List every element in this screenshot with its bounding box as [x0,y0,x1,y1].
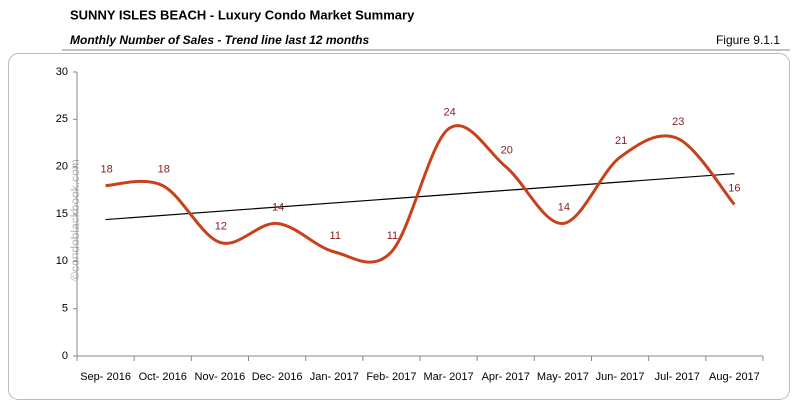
y-tick-label: 5 [62,303,68,315]
data-label: 21 [615,135,627,147]
data-label: 16 [728,182,740,194]
x-tick-label: Mar- 2017 [424,371,474,383]
data-label: 11 [387,230,398,242]
data-line [105,124,736,264]
y-tick-label: 25 [56,113,68,125]
data-label: 14 [558,201,570,213]
x-tick-label: Nov- 2016 [195,371,246,383]
page-title: SUNNY ISLES BEACH - Luxury Condo Market … [70,7,415,22]
x-tick-label: Aug- 2017 [709,371,760,383]
y-tick-label: 10 [56,255,68,267]
y-tick-label: 20 [56,161,68,173]
data-label: 24 [443,107,455,119]
x-tick-label: Jun- 2017 [596,371,645,383]
x-tick-label: Jan- 2017 [310,371,359,383]
y-tick-label: 0 [62,350,68,362]
x-tick-label: May- 2017 [537,371,589,383]
data-label: 12 [215,220,227,232]
watermark: ©condoblackbook.com [68,159,82,281]
data-label: 23 [672,116,684,128]
y-tick-label: 15 [56,208,68,220]
subtitle: Monthly Number of Sales - Trend line las… [70,33,369,47]
data-label: 18 [158,164,170,176]
x-tick-label: Feb- 2017 [366,371,416,383]
y-tick-label: 30 [56,66,68,78]
trend-line [105,173,735,221]
figure-label: Figure 9.1.1 [716,33,780,47]
data-label: 18 [100,164,112,176]
data-label: 20 [501,145,513,157]
x-tick-label: Apr- 2017 [482,371,530,383]
x-tick-label: Jul- 2017 [655,371,700,383]
data-label: 14 [272,201,284,213]
x-tick-label: Dec- 2016 [252,371,303,383]
x-tick-label: Sep- 2016 [80,371,131,383]
chart-frame [8,53,790,400]
x-tick-label: Oct- 2016 [139,371,187,383]
data-label: 11 [330,230,341,242]
